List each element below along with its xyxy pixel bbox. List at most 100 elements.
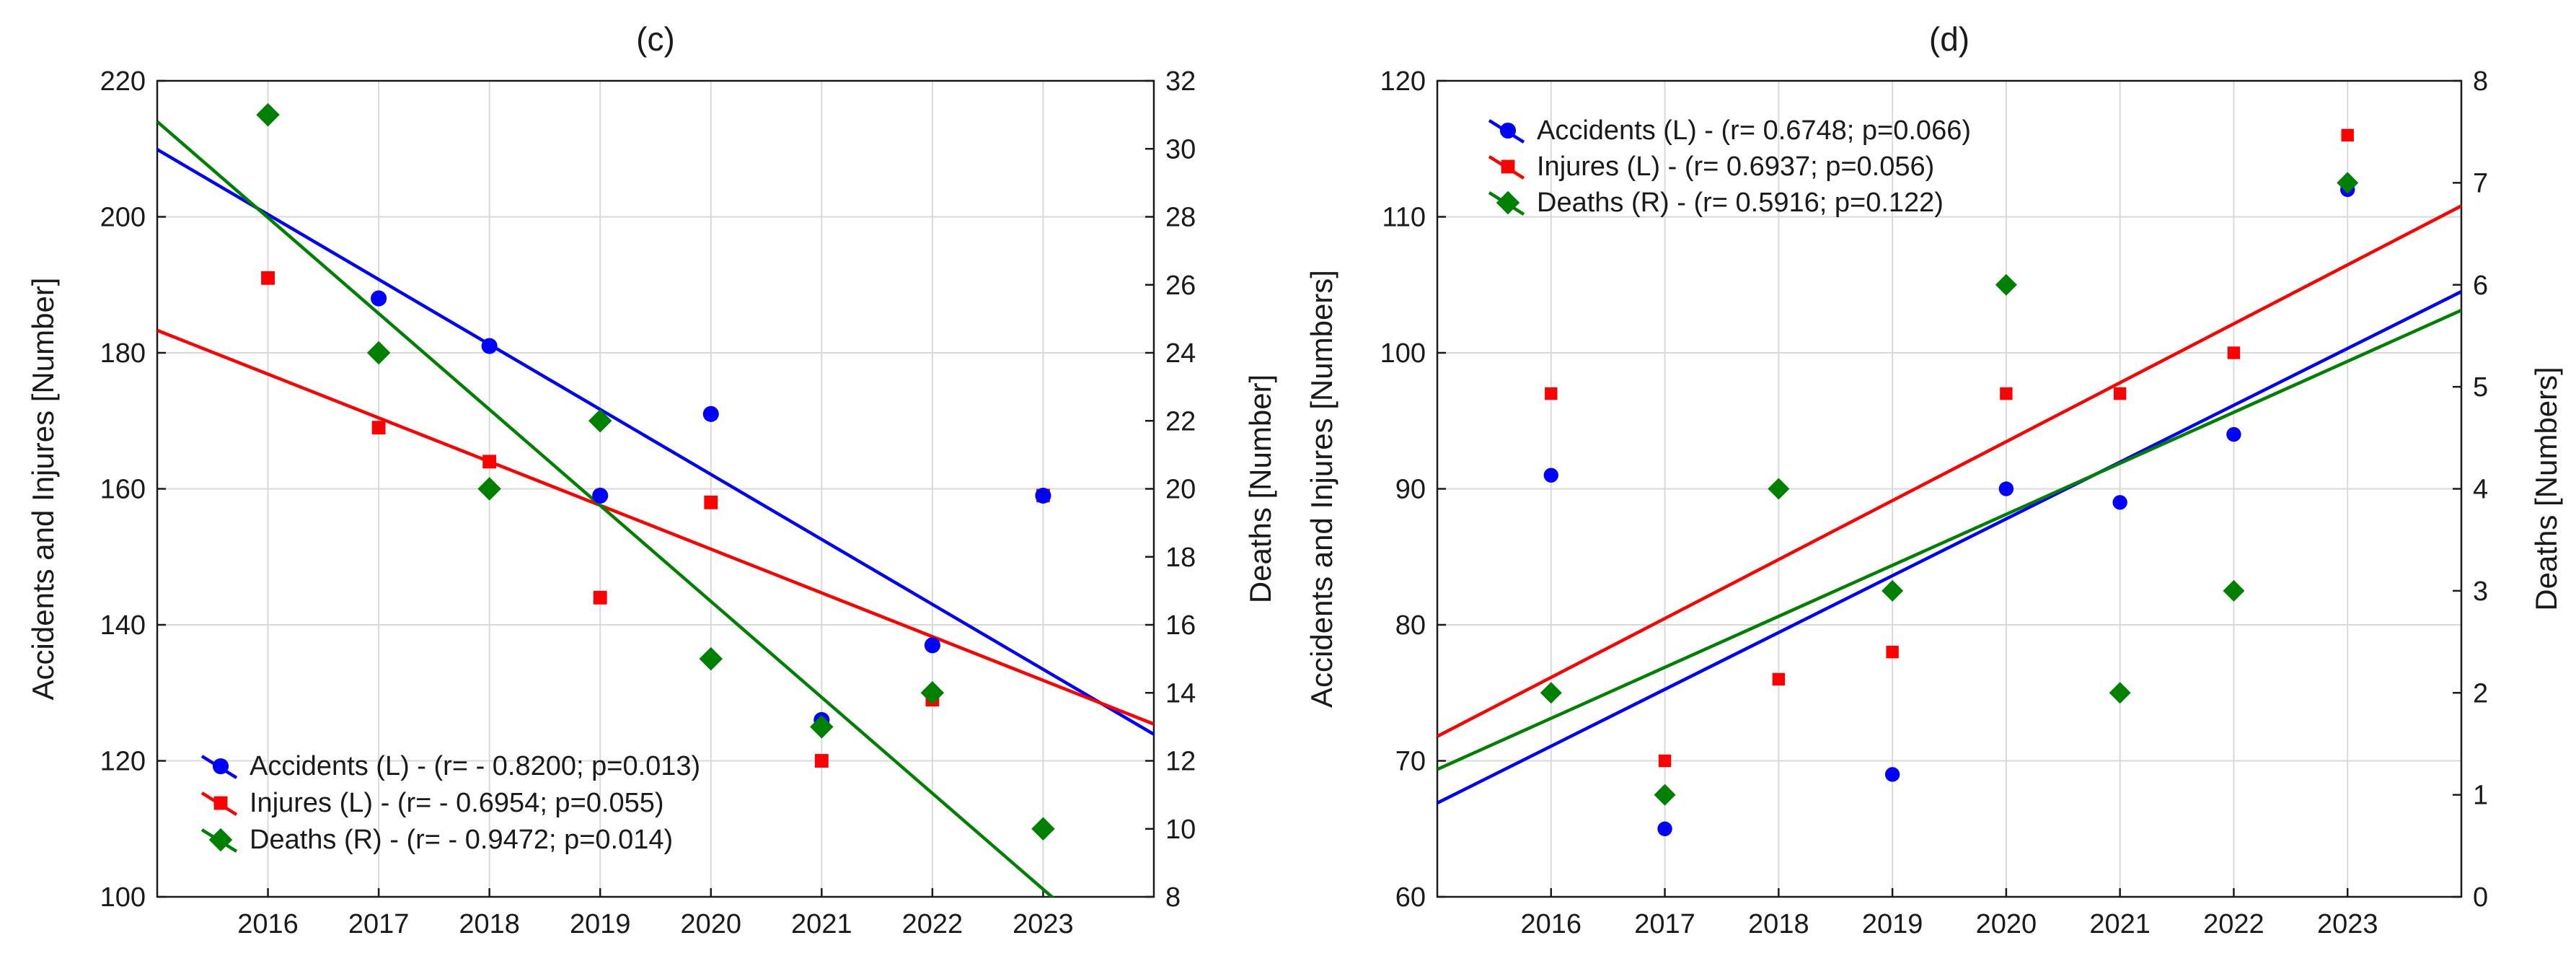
trend-lines: [157, 120, 1154, 897]
trend-line-injures: [157, 328, 1154, 726]
series-injures: [1545, 128, 2354, 768]
data-point-diamond: [588, 409, 612, 433]
data-point-diamond: [2223, 579, 2245, 602]
legend-item: Accidents (L) - (r= 0.6748; p=0.066): [1488, 115, 1971, 146]
legend-item: Deaths (R) - (r= - 0.9472; p=0.014): [200, 825, 673, 855]
y-right-tick-label: 10: [1165, 815, 1196, 845]
data-point-circle: [702, 405, 719, 422]
y-right-tick-label: 1: [2473, 781, 2488, 811]
data-point-circle: [1884, 767, 1900, 782]
y-right-tick-label: 4: [2473, 475, 2488, 505]
data-point-diamond: [1882, 579, 1904, 602]
x-tick-label: 2018: [459, 909, 520, 939]
legend: Accidents (L) - (r= 0.6748; p=0.066) Inju…: [1488, 115, 1971, 218]
y-left-tick-label: 60: [1395, 882, 1426, 913]
y-right-tick-label: 26: [1165, 271, 1196, 301]
x-tick-label: 2020: [1976, 909, 2037, 939]
x-tick-label: 2023: [2317, 909, 2378, 939]
x-tick-label: 2019: [570, 909, 631, 939]
panel-title: (c): [636, 20, 675, 58]
legend-label: Accidents (L) - (r= 0.6748; p=0.066): [1537, 115, 1971, 146]
x-tick-label: 2023: [1013, 909, 1074, 939]
y-right-tick-label: 6: [2473, 271, 2488, 301]
data-point-diamond: [920, 681, 945, 705]
data-point-diamond: [1654, 784, 1676, 806]
y-right-tick-label: 16: [1165, 610, 1196, 641]
data-point-circle: [924, 637, 940, 654]
x-tick-label: 2017: [348, 909, 410, 939]
data-point-square: [1886, 646, 1899, 659]
y-left-axis-title: Accidents and Injures [Number]: [26, 278, 60, 701]
data-point-diamond: [1540, 682, 1562, 704]
legend-label: Injures (L) - (r= 0.6937; p=0.056): [1537, 152, 1934, 182]
x-tick-label: 2021: [2089, 909, 2151, 939]
data-point-square: [371, 421, 386, 435]
y-right-tick-label: 32: [1165, 66, 1196, 97]
data-point-diamond: [810, 715, 834, 739]
data-point-square: [814, 754, 829, 768]
data-point-square: [2341, 128, 2354, 142]
y-left-axis-title: Accidents and Injures [Numbers]: [1305, 270, 1338, 708]
y-right-tick-label: 2: [2473, 678, 2488, 709]
data-point-square: [482, 455, 497, 469]
data-point-diamond: [2109, 682, 2131, 704]
y-right-tick-label: 20: [1165, 475, 1196, 505]
data-point-square: [1658, 754, 1672, 768]
data-point-diamond: [1031, 817, 1055, 841]
legend-marker-square: [1501, 159, 1515, 174]
x-tick-label: 2018: [1748, 909, 1809, 939]
data-point-diamond: [1768, 478, 1790, 500]
data-point-square: [593, 590, 607, 605]
data-point-diamond: [699, 646, 723, 671]
y-left-tick-label: 90: [1395, 475, 1426, 505]
data-point-diamond: [256, 102, 280, 127]
legend-label: Accidents (L) - (r= - 0.8200; p=0.013): [250, 751, 700, 781]
data-point-diamond: [2337, 172, 2359, 194]
y-left-tick-label: 160: [100, 475, 146, 505]
legend-marker-diamond: [1496, 190, 1520, 215]
data-point-circle: [1998, 481, 2014, 496]
data-point-circle: [2112, 495, 2127, 510]
grid-lines: [157, 80, 1154, 898]
y-left-tick-label: 100: [1380, 338, 1426, 369]
data-point-square: [2113, 387, 2127, 400]
y-left-tick-label: 100: [100, 882, 146, 913]
y-right-tick-label: 12: [1165, 747, 1196, 777]
x-tick-label: 2022: [902, 909, 963, 939]
y-left-tick-label: 220: [100, 66, 146, 97]
data-point-circle: [1035, 487, 1051, 504]
data-point-diamond: [477, 477, 501, 501]
legend-item: Deaths (R) - (r= 0.5916; p=0.122): [1488, 188, 1944, 218]
panel-title: (d): [1929, 20, 1970, 58]
data-point-square: [261, 271, 275, 285]
legend-item: Injures (L) - (r= 0.6937; p=0.056): [1488, 152, 1934, 182]
y-left-tick-label: 180: [100, 338, 146, 369]
chart-panel-0: 2016 2017 2018 2019 2020 2021 2022 202310012014…: [26, 20, 1277, 939]
y-right-tick-label: 28: [1165, 203, 1196, 233]
trend-line-accidents: [157, 148, 1154, 736]
y-right-tick-label: 0: [2473, 882, 2488, 913]
legend-label: Injures (L) - (r= - 0.6954; p=0.055): [250, 788, 664, 818]
x-tick-label: 2017: [1634, 909, 1695, 939]
y-left-tick-label: 120: [1380, 66, 1426, 97]
y-right-axis-title: Deaths [Number]: [1243, 374, 1277, 603]
data-point-circle: [481, 338, 498, 354]
data-point-circle: [2226, 426, 2241, 442]
data-point-diamond: [1995, 273, 2017, 296]
x-tick-label: 2016: [237, 909, 299, 939]
data-point-circle: [592, 487, 609, 504]
y-right-tick-label: 18: [1165, 543, 1196, 573]
trend-line-deaths: [1437, 309, 2461, 771]
chart-panel-1: 2016 2017 2018 2019 2020 2021 2022 202360708090…: [1305, 20, 2563, 939]
y-left-tick-label: 70: [1395, 747, 1426, 777]
y-left-tick-label: 120: [100, 747, 146, 777]
series-deaths: [1540, 172, 2359, 806]
x-tick-label: 2019: [1862, 909, 1923, 939]
legend-marker-diamond: [208, 828, 233, 852]
data-point-square: [704, 495, 718, 509]
data-point-square: [2227, 346, 2241, 359]
data-point-circle: [1543, 468, 1558, 483]
data-point-square: [1545, 387, 1558, 400]
y-right-tick-label: 8: [2473, 66, 2488, 97]
